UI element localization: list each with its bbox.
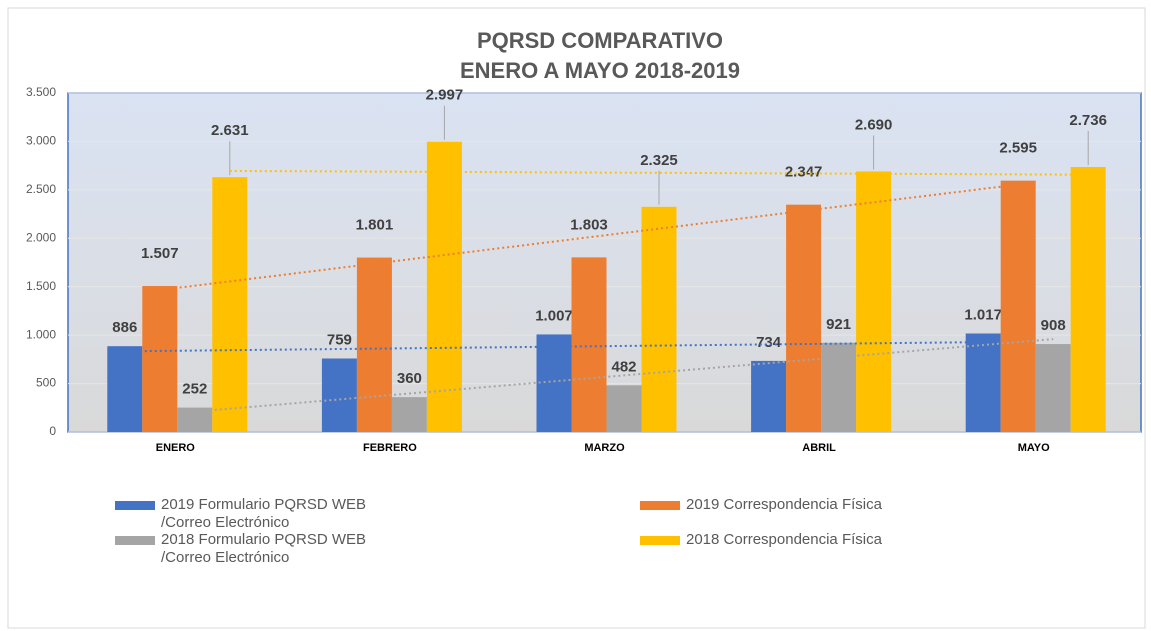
x-tick-label: MARZO [584,442,625,454]
y-tick-label: 500 [36,376,56,390]
bar [107,346,143,432]
value-label: 759 [327,331,352,348]
y-tick-label: 0 [49,424,56,438]
legend-label: 2019 Formulario PQRSD WEB /Correo Electr… [161,496,367,531]
bar [426,141,462,432]
y-tick-label: 3.000 [26,134,56,148]
value-label: 1.507 [141,245,179,262]
value-label: 1.017 [964,306,1002,323]
value-label: 252 [182,381,207,398]
value-label: 921 [826,316,851,333]
x-tick-label: ENERO [156,442,196,454]
bar [1070,166,1106,433]
trendline [229,169,1089,176]
value-label: 2.736 [1069,112,1107,129]
bar [1000,180,1036,432]
x-tick-label: FEBRERO [363,442,417,454]
legend-label: 2018 Correspondencia Física [686,531,882,548]
bar [571,257,607,432]
x-tick-label: ABRIL [802,442,836,454]
legend-swatch [115,536,155,545]
value-label: 2.631 [211,122,249,139]
legend-item: 2018 Correspondencia Física [640,531,970,549]
legend-swatch [640,501,680,510]
value-label: 1.007 [535,307,573,324]
bar [856,171,892,432]
bar [391,397,427,432]
y-tick-label: 2.500 [26,182,56,196]
y-tick-label: 3.500 [26,85,56,99]
value-label: 2.595 [999,140,1037,157]
x-tick-label: MAYO [1018,442,1050,454]
legend-item: 2019 Formulario PQRSD WEB /Correo Electr… [115,496,445,532]
legend-item: 2018 Formulario PQRSD WEB /Correo Electr… [115,531,445,567]
bar [321,358,357,432]
bar [606,385,642,432]
chart-title: PQRSD COMPARATIVO [477,28,723,53]
trendline [124,341,984,353]
bar [356,257,392,432]
bar [1035,344,1071,432]
bar [821,342,857,432]
value-label: 734 [756,334,782,351]
bar [641,206,677,432]
value-label: 908 [1041,317,1066,334]
value-label: 886 [112,319,137,336]
value-label: 2.690 [855,116,893,133]
value-label: 2.325 [640,152,678,169]
trendline [159,183,1019,291]
value-label: 1.803 [570,216,608,233]
value-label: 482 [611,358,636,375]
value-label: 360 [397,370,422,387]
value-label: 1.801 [356,217,394,234]
y-tick-label: 1.500 [26,279,56,293]
bar [786,204,822,432]
legend-item: 2019 Correspondencia Física [640,496,970,514]
bar [142,286,178,432]
value-label: 2.347 [785,164,823,181]
y-tick-label: 2.000 [26,230,56,244]
legend-label: 2019 Correspondencia Física [686,496,882,513]
bar [212,177,248,432]
trendline [194,338,1054,413]
legend-swatch [115,501,155,510]
chart-subtitle: ENERO A MAYO 2018-2019 [460,58,740,83]
bar [751,360,787,432]
bar [965,333,1001,432]
value-label: 2.997 [426,87,464,104]
y-tick-label: 1.000 [26,327,56,341]
legend-swatch [640,536,680,545]
bar [536,334,572,432]
legend-label: 2018 Formulario PQRSD WEB /Correo Electr… [161,531,367,566]
